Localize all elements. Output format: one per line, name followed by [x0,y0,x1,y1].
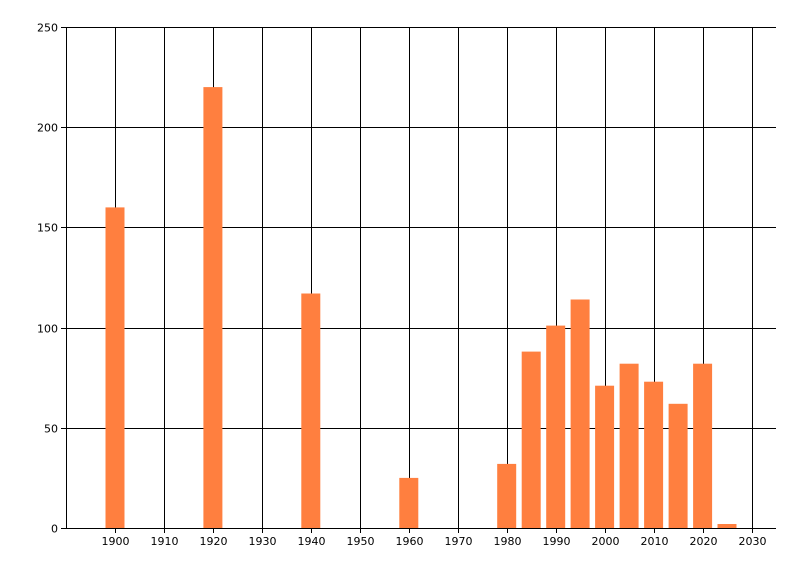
y-tick-labels: 0 50 100 150 200 250 [37,22,66,536]
bar [497,463,517,528]
x-tick-label: 1900 [102,535,130,548]
x-tick-label: 1930 [249,535,277,548]
x-tick-label: 2010 [641,535,669,548]
bar [717,524,737,528]
y-tick-label: 200 [37,122,58,135]
y-tick-label: 50 [44,423,58,436]
x-tick-label: 2020 [690,535,718,548]
x-tick-label: 1980 [494,535,522,548]
bar [399,477,419,528]
x-tick-labels: 1900 1910 1920 1930 1940 1950 1960 1970 1980 1990… [102,528,767,548]
bar [570,299,590,528]
x-tick-label: 1910 [151,535,179,548]
x-tick-label: 2030 [739,535,767,548]
x-tick-label: 2000 [592,535,620,548]
bar [546,325,566,528]
bar [693,363,713,528]
y-tick-label: 250 [37,22,58,35]
x-tick-label: 1960 [396,535,424,548]
x-tick-label: 1920 [200,535,228,548]
x-tick-label: 1940 [298,535,326,548]
bar [644,381,664,528]
bar [203,87,223,528]
bar [668,403,688,528]
bar [301,293,321,528]
bar [105,207,125,528]
y-tick-label: 0 [51,523,58,536]
bar-series [105,87,737,528]
x-tick-label: 1990 [543,535,571,548]
bar [619,363,639,528]
y-tick-label: 100 [37,323,58,336]
bar [521,351,541,528]
bar [595,385,615,528]
axes [66,27,776,529]
x-tick-label: 1950 [347,535,375,548]
x-tick-label: 1970 [445,535,473,548]
grid-lines [66,27,776,528]
y-tick-label: 150 [37,222,58,235]
